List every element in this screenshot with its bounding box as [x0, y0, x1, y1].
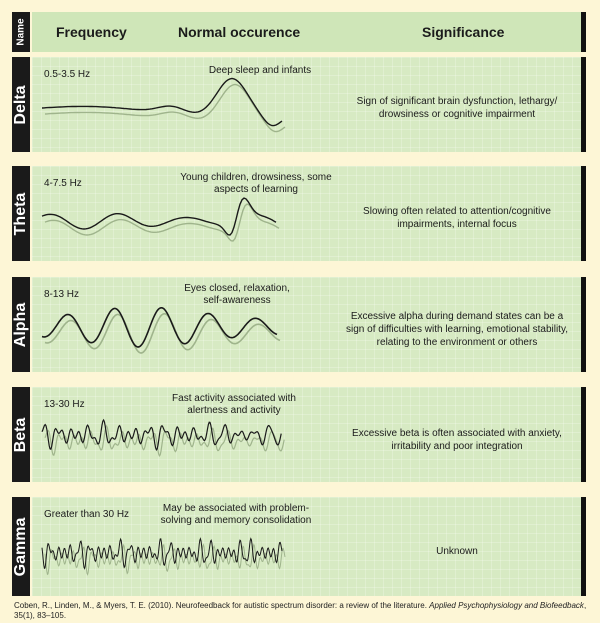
significance-line: Sign of significant brain dysfunction, l…: [356, 96, 558, 107]
row-gamma: Gamma Greater than 30 Hz May be associat…: [12, 497, 586, 596]
row-label: Beta: [12, 387, 30, 482]
occurence-line: aspects of learning: [214, 184, 298, 195]
table-header: Name Frequency Normal occurence Signific…: [12, 12, 586, 52]
wave-line: [41, 307, 278, 348]
occurence-line: solving and memory consolidation: [160, 515, 312, 526]
row-panel: 8-13 Hz Eyes closed, relaxation, self-aw…: [32, 277, 586, 372]
significance-text: Unknown: [332, 545, 582, 558]
row-label: Delta: [12, 57, 30, 152]
row-label-text: Gamma: [12, 517, 29, 576]
row-beta: Beta 13-30 Hz Fast activity associated w…: [12, 387, 586, 482]
occurence-line: Deep sleep and infants: [208, 65, 312, 76]
row-panel: 13-30 Hz Fast activity associated with a…: [32, 387, 586, 482]
row-alpha: Alpha 8-13 Hz Eyes closed, relaxation, s…: [12, 277, 586, 372]
frequency-value: 8-13 Hz: [44, 289, 80, 300]
frequency-column-header: Frequency: [56, 24, 127, 40]
occurence-line: alertness and activity: [187, 405, 281, 416]
occurence-line: self-awareness: [203, 295, 271, 306]
row-panel: 4-7.5 Hz Young children, drowsiness, som…: [32, 166, 586, 261]
significance-line: Excessive alpha during demand states can…: [350, 311, 564, 322]
significance-text: Slowing often related to attention/cogni…: [332, 205, 582, 231]
row-label: Alpha: [12, 277, 30, 372]
normal-occurence-text: Fast activity associated with alertness …: [154, 393, 314, 417]
significance-text: Excessive beta is often associated with …: [332, 427, 582, 453]
occurence-line: Eyes closed, relaxation,: [184, 283, 290, 294]
row-label-text: Delta: [12, 84, 29, 125]
significance-line: sign of difficulties with learning, emot…: [346, 324, 568, 335]
delta-wave: [41, 77, 286, 133]
row-label-text: Theta: [12, 192, 29, 235]
frequency-value: Greater than 30 Hz: [44, 509, 130, 520]
significance-line: Slowing often related to attention/cogni…: [363, 206, 551, 217]
normal-occurence-text: Young children, drowsiness, some aspects…: [156, 172, 356, 196]
row-delta: Delta 0.5-3.5 Hz Deep sleep and infants …: [12, 57, 586, 152]
theta-wave: [41, 197, 280, 242]
frequency-value: 0.5-3.5 Hz: [44, 69, 91, 80]
citation-journal: Applied Psychophysiology and Biofeedback: [429, 601, 584, 610]
significance-line: Unknown: [436, 546, 478, 557]
occurence-line: May be associated with problem-: [162, 503, 310, 514]
name-header-text: Name: [15, 18, 27, 46]
normal-occurence-text: Deep sleep and infants: [180, 65, 340, 77]
significance-line: drowsiness or cognitive impairment: [378, 109, 536, 120]
citation-details: , 35(1), 83–105.: [14, 601, 587, 620]
occurence-line: Fast activity associated with: [172, 393, 296, 404]
row-label-text: Alpha: [12, 302, 29, 347]
wave-line: [41, 418, 282, 451]
significance-column-header: Significance: [422, 24, 505, 40]
occurence-line: Young children, drowsiness, some: [180, 172, 332, 183]
beta-wave: [41, 418, 285, 457]
significance-line: irritability and poor integration: [391, 441, 523, 452]
row-theta: Theta 4-7.5 Hz Young children, drowsines…: [12, 166, 586, 261]
row-panel: 0.5-3.5 Hz Deep sleep and infants Sign o…: [32, 57, 586, 152]
significance-text: Excessive alpha during demand states can…: [332, 310, 582, 349]
wave-line: [41, 197, 277, 236]
citation: Coben, R., Linden, M., & Myers, T. E. (2…: [14, 601, 594, 621]
significance-line: Excessive beta is often associated with …: [352, 428, 562, 439]
frequency-value: 13-30 Hz: [44, 399, 85, 410]
name-column-header: Name: [12, 12, 30, 52]
row-label: Gamma: [12, 497, 30, 596]
wave-line: [41, 537, 283, 570]
significance-line: relating to the environment or others: [376, 337, 538, 348]
wave-line: [41, 77, 283, 127]
normal-occurence-column-header: Normal occurence: [178, 24, 301, 40]
alpha-wave: [41, 307, 281, 354]
row-label-text: Beta: [12, 417, 29, 452]
wave-shadow-line: [44, 203, 280, 242]
significance-text: Sign of significant brain dysfunction, l…: [332, 95, 582, 121]
row-panel: Greater than 30 Hz May be associated wit…: [32, 497, 586, 596]
row-label: Theta: [12, 166, 30, 261]
citation-authors: Coben, R., Linden, M., & Myers, T. E. (2…: [14, 601, 430, 610]
wave-shadow-line: [44, 83, 286, 133]
wave-shadow-line: [44, 313, 281, 354]
normal-occurence-text: Eyes closed, relaxation, self-awareness: [162, 283, 312, 307]
frequency-value: 4-7.5 Hz: [44, 178, 82, 189]
header-bar: Frequency Normal occurence Significance: [32, 12, 586, 52]
normal-occurence-text: May be associated with problem- solving …: [146, 503, 326, 527]
wave-shadow-line: [44, 543, 286, 576]
gamma-wave: [41, 537, 286, 576]
significance-line: impairments, internal focus: [397, 219, 517, 230]
